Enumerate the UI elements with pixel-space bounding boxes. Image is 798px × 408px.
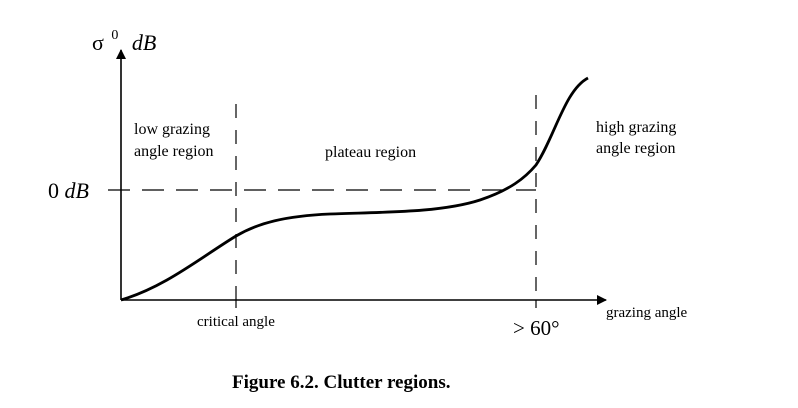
x-axis-label: grazing angle [606,305,688,321]
reference-level-label: 0 dB [48,178,89,203]
high-grazing-line1: high grazing [596,119,676,136]
low-grazing-line2: angle region [134,143,214,160]
y-axis-unit: dB [132,30,156,55]
reference-level-value: 0 [48,178,59,203]
y-axis-superscript: 0 [111,28,118,43]
y-axis-label: σ 0 dB [92,19,156,55]
high-grazing-region-label: high grazing angle region [596,119,680,157]
low-grazing-line1: low grazing [134,121,210,138]
reference-level-unit: dB [65,178,89,203]
plateau-region-label: plateau region [325,144,416,161]
low-grazing-region-label: low grazing angle region [134,121,214,160]
clutter-curve [120,76,589,302]
high-grazing-line2: angle region [596,140,676,157]
y-axis-symbol: σ [92,30,104,55]
upper-angle-label: > 60° [513,316,560,340]
figure-caption: Figure 6.2. Clutter regions. [232,372,450,393]
critical-angle-label: critical angle [197,314,275,330]
